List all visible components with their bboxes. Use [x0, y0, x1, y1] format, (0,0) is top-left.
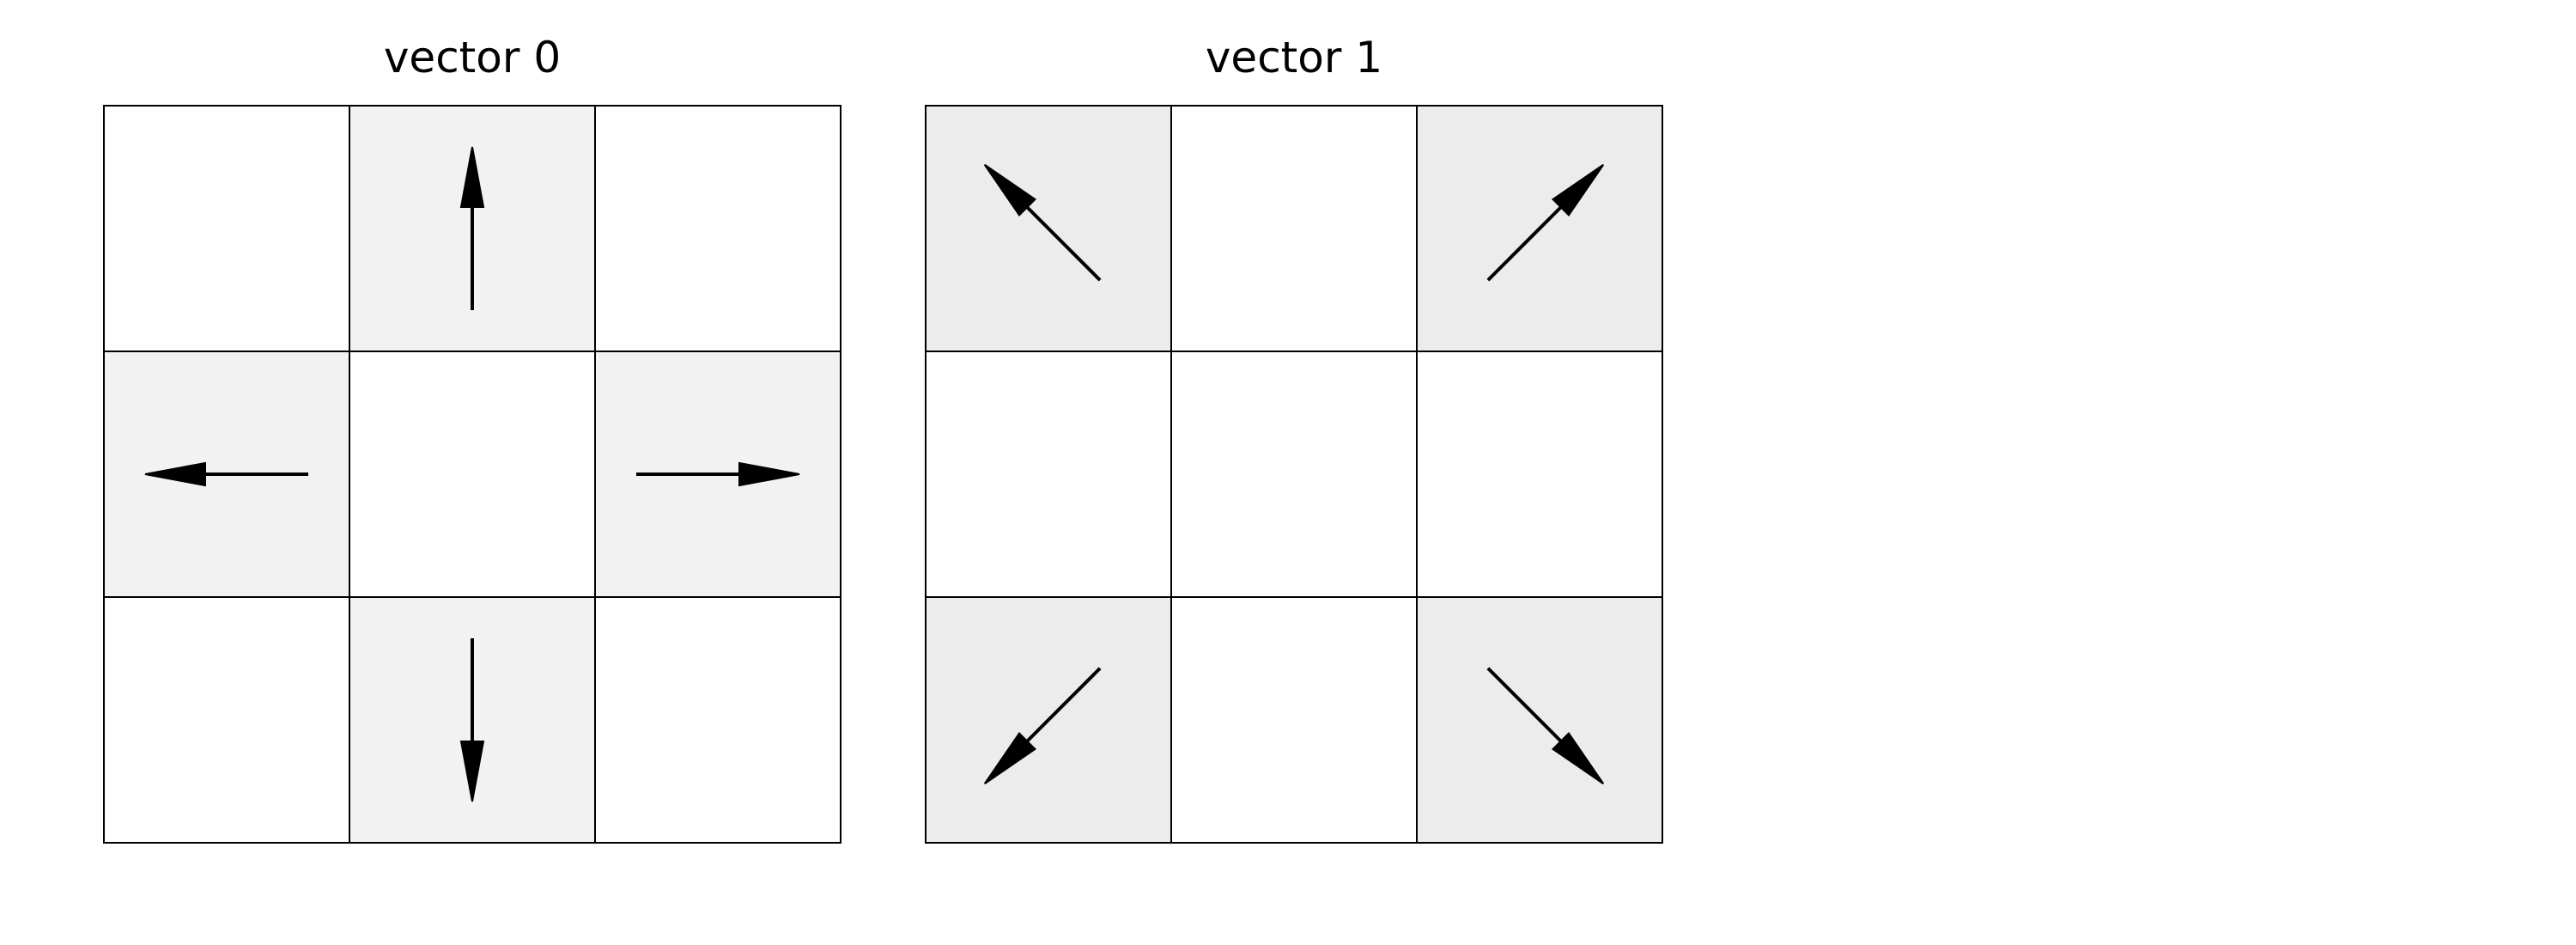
arrow-up-left-icon — [983, 163, 1102, 282]
arrow-up-right-icon — [1486, 163, 1605, 282]
arrow-down-right-icon — [1486, 667, 1605, 785]
grid-cell-1-1 — [1170, 351, 1418, 598]
vector-1-title: vector 1 — [1205, 33, 1383, 82]
arrow-right-icon — [636, 461, 800, 487]
arrow-down-left-icon — [983, 667, 1102, 785]
grid-cell-2-2 — [594, 596, 841, 844]
arrow-up-icon — [459, 146, 485, 310]
arrow-down-icon — [459, 638, 485, 802]
vector-1-grid — [925, 105, 1663, 844]
arrow-left-icon — [144, 461, 308, 487]
grid-cell-1-2 — [1416, 351, 1663, 598]
grid-cell-0-2 — [594, 105, 841, 352]
grid-cell-0-0 — [103, 105, 350, 352]
grid-cell-1-0 — [925, 351, 1172, 598]
grid-cell-2-0 — [103, 596, 350, 844]
grid-cell-0-1 — [1170, 105, 1418, 352]
vector-0-grid — [103, 105, 841, 844]
grid-cell-1-1 — [349, 351, 596, 598]
vector-0-title: vector 0 — [383, 33, 562, 82]
grid-cell-2-1 — [1170, 596, 1418, 844]
